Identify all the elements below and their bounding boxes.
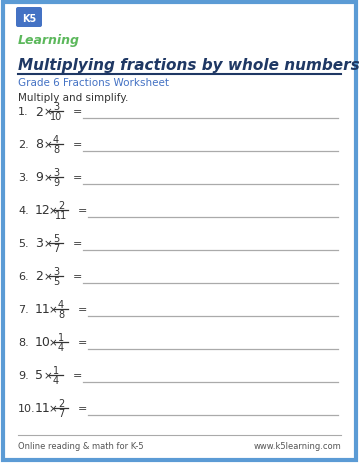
Text: 3: 3 (53, 266, 59, 276)
Text: =: = (78, 304, 87, 314)
Text: ×: × (49, 403, 58, 413)
Text: 7.: 7. (18, 304, 29, 314)
Text: 6.: 6. (18, 271, 29, 282)
Text: 10.: 10. (18, 403, 36, 413)
Text: 4: 4 (58, 300, 64, 309)
Text: 8: 8 (35, 138, 43, 151)
Text: 9: 9 (53, 178, 59, 188)
Text: =: = (73, 271, 82, 282)
Text: 3: 3 (35, 237, 43, 250)
Text: Learning: Learning (18, 34, 80, 47)
Text: ×: × (44, 271, 53, 282)
Text: 8: 8 (58, 310, 64, 320)
Text: 11: 11 (55, 211, 67, 221)
Text: ×: × (44, 140, 53, 150)
Text: 11: 11 (35, 401, 51, 414)
Text: 4: 4 (58, 343, 64, 353)
Text: 2: 2 (35, 105, 43, 118)
Text: 4: 4 (53, 135, 59, 144)
Text: 4.: 4. (18, 206, 29, 216)
Text: 8.: 8. (18, 337, 29, 347)
Text: =: = (73, 173, 82, 182)
Text: 3.: 3. (18, 173, 29, 182)
Text: 1: 1 (53, 365, 59, 375)
Text: 7: 7 (53, 244, 59, 254)
Text: Multiply and simplify.: Multiply and simplify. (18, 93, 129, 103)
Text: 5: 5 (35, 369, 43, 382)
Text: ×: × (44, 238, 53, 249)
Text: 5: 5 (53, 277, 59, 287)
Text: =: = (78, 403, 87, 413)
Text: ×: × (49, 304, 58, 314)
Text: 2: 2 (58, 200, 64, 211)
Text: www.k5learning.com: www.k5learning.com (253, 441, 341, 450)
Text: =: = (73, 238, 82, 249)
Text: 10: 10 (35, 336, 51, 349)
Text: ×: × (44, 107, 53, 117)
Text: 10: 10 (50, 112, 62, 122)
Text: Online reading & math for K-5: Online reading & math for K-5 (18, 441, 144, 450)
Text: 3: 3 (53, 168, 59, 178)
Text: ×: × (49, 337, 58, 347)
Text: 9.: 9. (18, 370, 29, 380)
Text: ×: × (44, 370, 53, 380)
Text: =: = (73, 370, 82, 380)
Text: ×: × (44, 173, 53, 182)
Text: 1.: 1. (18, 107, 29, 117)
Text: 3: 3 (53, 102, 59, 112)
Text: 8: 8 (53, 145, 59, 155)
Text: 5: 5 (53, 233, 59, 244)
Text: 7: 7 (58, 409, 64, 419)
Text: K5: K5 (22, 14, 36, 24)
Text: 2.: 2. (18, 140, 29, 150)
Text: =: = (73, 140, 82, 150)
Text: 12: 12 (35, 204, 51, 217)
Text: =: = (78, 206, 87, 216)
Text: Multiplying fractions by whole numbers: Multiplying fractions by whole numbers (18, 58, 359, 73)
FancyBboxPatch shape (16, 8, 42, 28)
Text: 5.: 5. (18, 238, 29, 249)
Text: 4: 4 (53, 375, 59, 386)
Text: ×: × (49, 206, 58, 216)
Text: Grade 6 Fractions Worksheet: Grade 6 Fractions Worksheet (18, 78, 169, 88)
Text: 2: 2 (35, 270, 43, 283)
Text: =: = (78, 337, 87, 347)
Text: =: = (73, 107, 82, 117)
Text: 2: 2 (58, 398, 64, 408)
Text: 9: 9 (35, 171, 43, 184)
Text: 11: 11 (35, 303, 51, 316)
Text: 1: 1 (58, 332, 64, 342)
